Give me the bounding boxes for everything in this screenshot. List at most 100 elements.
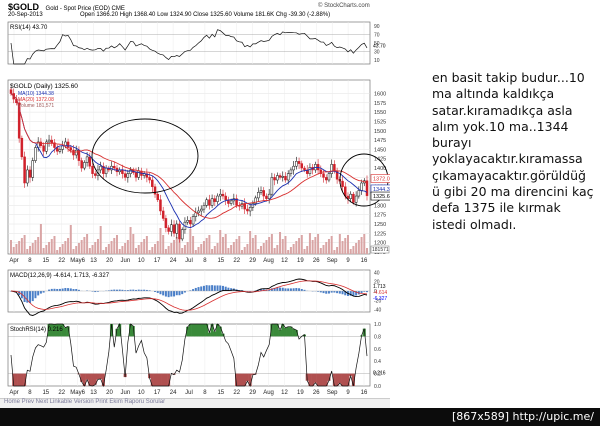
volume-bar — [162, 235, 165, 254]
candle-body — [153, 186, 157, 195]
macd-histogram-bar — [181, 291, 184, 295]
macd-histogram-bar — [31, 291, 34, 302]
rsi-label: RSI(14) 43.70 — [10, 25, 48, 31]
candle-body — [300, 163, 304, 169]
macd-histogram-bar — [118, 289, 121, 291]
stoch-oversold-fill — [338, 373, 342, 384]
candle-body — [170, 224, 173, 232]
candle-body — [42, 145, 45, 152]
candle-body — [281, 176, 285, 178]
volume-bar — [254, 235, 257, 254]
date-tick: May6 — [70, 258, 85, 264]
date-tick: 24 — [170, 390, 177, 396]
macd-histogram-bar — [284, 288, 287, 291]
chart-toolbar[interactable]: Home Prev Next Linkable Version Print Ek… — [0, 398, 390, 409]
macd-histogram-bar — [338, 291, 341, 294]
macd-histogram-bar — [148, 290, 151, 291]
macd-histogram-bar — [91, 291, 94, 292]
volume-bar — [355, 243, 358, 254]
stoch-overbought-fill — [186, 326, 190, 337]
candle-body — [354, 195, 358, 203]
macd-histogram-bar — [135, 289, 138, 291]
macd-tick: 20 — [374, 280, 380, 286]
date-tick: Sep — [327, 390, 338, 396]
stoch-overbought-fill — [66, 326, 70, 337]
commentary-line: ma altında kaldıkça — [432, 86, 555, 102]
volume-bar — [140, 242, 143, 254]
stoch-overbought-fill — [191, 324, 195, 337]
macd-histogram-bar — [145, 289, 148, 291]
date-tick: 22 — [58, 258, 65, 264]
volume-bar — [211, 249, 214, 254]
volume-bar — [279, 232, 282, 254]
volume-bar — [235, 239, 238, 254]
rsi-tick: 90 — [374, 24, 380, 30]
macd-histogram-bar — [53, 288, 56, 291]
candle-body — [297, 161, 301, 164]
macd-histogram-bar — [289, 288, 292, 291]
macd-histogram-bar — [159, 291, 162, 295]
macd-histogram-bar — [281, 287, 284, 291]
volume-bar — [132, 234, 135, 254]
stoch-overbought-fill — [61, 324, 65, 337]
volume-bar — [53, 236, 56, 254]
candle-body — [308, 167, 312, 174]
volume-bar — [306, 246, 309, 254]
volume-bar — [159, 228, 162, 254]
volume-bar — [154, 244, 157, 254]
stoch-oversold-fill — [80, 373, 84, 382]
volume-bar — [173, 240, 176, 254]
volume-bar — [124, 243, 127, 254]
macd-value-tag: -4.614 — [373, 290, 387, 296]
macd-histogram-bar — [360, 291, 363, 293]
macd-histogram-bar — [197, 287, 200, 291]
stoch-tick: 0.0 — [374, 384, 381, 390]
stoch-oversold-fill — [101, 373, 105, 386]
macd-histogram-bar — [202, 285, 205, 291]
volume-tag — [370, 245, 390, 254]
volume-bar — [113, 238, 116, 254]
candle-body — [121, 169, 124, 174]
stoch-oversold-fill — [324, 373, 328, 386]
macd-histogram-bar — [129, 289, 132, 291]
macd-histogram-bar — [173, 291, 176, 297]
price-tick: 1550 — [374, 110, 386, 116]
stoch-oversold-fill — [327, 373, 331, 381]
candle-body — [267, 193, 271, 199]
macd-histogram-bar — [200, 286, 203, 291]
commentary-line: defa 1375 ile kırmak — [432, 200, 561, 216]
macd-histogram-bar — [366, 291, 368, 293]
toolbar-links[interactable]: Home Prev Next Linkable Version Print Ek… — [4, 399, 166, 405]
price-tick: 1300 — [374, 203, 386, 209]
macd-histogram-bar — [336, 291, 339, 294]
volume-bar — [330, 236, 333, 254]
date-tick: 13 — [90, 390, 97, 396]
stoch-overbought-fill — [202, 324, 206, 337]
volume-bar — [99, 226, 102, 254]
volume-bar — [260, 246, 263, 254]
candle-body — [47, 139, 51, 143]
volume-bar — [170, 243, 173, 254]
volume-bar — [311, 240, 314, 254]
volume-bar — [265, 240, 268, 254]
candle-body — [276, 175, 279, 181]
macd-histogram-bar — [126, 290, 129, 291]
volume-bar — [72, 249, 75, 254]
macd-histogram-bar — [270, 288, 273, 291]
stoch-oversold-fill — [99, 373, 103, 380]
date-tick: 19 — [297, 258, 304, 264]
candle-body — [178, 223, 181, 240]
price-tick: 1200 — [374, 241, 386, 247]
candle-body — [270, 177, 274, 195]
candle-body — [265, 195, 268, 199]
date-tick: 12 — [281, 258, 288, 264]
stoch-tick: 0.2 — [374, 372, 381, 378]
ma10-line — [10, 93, 368, 229]
stoch-oversold-fill — [153, 373, 157, 386]
macd-histogram-bar — [221, 285, 224, 291]
stoch-overbought-fill — [47, 324, 51, 337]
volume-bar — [366, 248, 368, 254]
ma20-line — [10, 93, 368, 219]
volume-bar — [77, 243, 80, 254]
macd-histogram-bar — [18, 291, 21, 296]
